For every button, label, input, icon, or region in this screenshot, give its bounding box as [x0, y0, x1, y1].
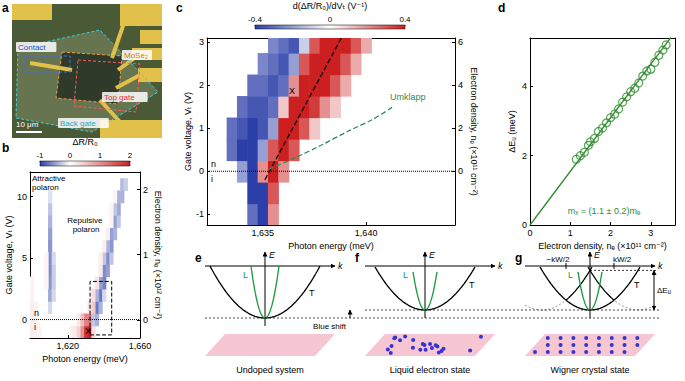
svg-text:Attractive polaron: Attractive polaron — [32, 174, 68, 192]
svg-text:1,640: 1,640 — [355, 228, 378, 238]
svg-text:ΔEᵤ (meV): ΔEᵤ (meV) — [507, 110, 517, 152]
svg-text:E: E — [594, 250, 601, 260]
svg-text:L: L — [568, 270, 573, 280]
svg-text:Repulsive polaron: Repulsive polaron — [67, 216, 104, 234]
svg-text:1: 1 — [143, 250, 148, 260]
svg-text:-1: -1 — [36, 151, 44, 160]
svg-text:g: g — [515, 251, 522, 265]
svg-text:Photon energy (meV): Photon energy (meV) — [288, 241, 374, 251]
svg-text:T: T — [469, 280, 475, 290]
svg-text:T: T — [634, 280, 640, 290]
svg-text:4: 4 — [458, 80, 463, 90]
svg-text:mₓ = (1.1 ± 0.2)mₑ: mₓ = (1.1 ± 0.2)mₑ — [568, 206, 641, 216]
svg-text:MoSe₂: MoSe₂ — [124, 51, 148, 60]
svg-text:Wigner crystal state: Wigner crystal state — [550, 365, 629, 375]
svg-text:L: L — [243, 270, 248, 280]
svg-text:0: 0 — [68, 151, 73, 160]
svg-text:E: E — [269, 250, 276, 260]
svg-text:10 μm: 10 μm — [16, 120, 39, 129]
svg-text:Top gate: Top gate — [104, 93, 135, 102]
svg-text:0: 0 — [199, 166, 204, 176]
svg-text:Undoped system: Undoped system — [236, 365, 304, 375]
svg-text:X: X — [289, 86, 295, 96]
svg-text:2: 2 — [608, 228, 613, 238]
svg-text:n: n — [211, 159, 216, 169]
svg-text:X: X — [85, 326, 91, 336]
svg-text:3: 3 — [648, 228, 653, 238]
svg-text:-1: -1 — [196, 209, 204, 219]
svg-text:Back gate: Back gate — [60, 119, 96, 128]
svg-text:ΔR/R₀: ΔR/R₀ — [72, 137, 98, 147]
svg-text:i: i — [211, 174, 213, 184]
svg-text:0: 0 — [143, 315, 148, 325]
svg-text:Photon energy (meV): Photon energy (meV) — [42, 354, 128, 364]
svg-text:0: 0 — [22, 315, 27, 325]
svg-text:Electron density, nₑ (×10¹¹ cm: Electron density, nₑ (×10¹¹ cm⁻²) — [538, 241, 667, 251]
svg-text:2: 2 — [143, 185, 148, 195]
svg-text:k: k — [658, 261, 663, 271]
svg-text:Contact: Contact — [18, 43, 46, 52]
svg-text:2: 2 — [199, 80, 204, 90]
svg-text:1,660: 1,660 — [129, 341, 152, 351]
svg-text:2: 2 — [458, 123, 463, 133]
svg-text:Electron density, nₑ (×10¹¹ cm: Electron density, nₑ (×10¹¹ cm⁻²) — [469, 67, 479, 196]
svg-text:a: a — [2, 1, 9, 15]
svg-text:0: 0 — [458, 166, 463, 176]
svg-text:−kW/2: −kW/2 — [547, 255, 570, 264]
svg-text:2: 2 — [522, 151, 527, 161]
svg-text:Blue shift: Blue shift — [313, 322, 347, 331]
svg-text:Electron density, nₑ (×10¹² cm: Electron density, nₑ (×10¹² cm⁻²) — [153, 191, 163, 320]
svg-text:d: d — [498, 1, 505, 15]
svg-text:1: 1 — [568, 228, 573, 238]
svg-text:T: T — [309, 288, 315, 298]
svg-text:E: E — [429, 250, 436, 260]
svg-text:Gate voltage, Vₜ (V): Gate voltage, Vₜ (V) — [183, 92, 193, 171]
svg-text:0: 0 — [328, 15, 333, 24]
svg-text:d(ΔR/R₀)/dVₜ (V⁻¹): d(ΔR/R₀)/dVₜ (V⁻¹) — [293, 1, 368, 11]
svg-text:c: c — [176, 1, 183, 15]
svg-text:e: e — [195, 251, 202, 265]
svg-text:n: n — [34, 308, 39, 318]
svg-text:k: k — [338, 261, 343, 271]
svg-text:b: b — [2, 141, 9, 155]
svg-text:i: i — [34, 322, 36, 332]
svg-text:1: 1 — [98, 151, 103, 160]
svg-text:-0.4: -0.4 — [248, 15, 262, 24]
svg-text:0: 0 — [527, 228, 532, 238]
svg-text:ΔEᵤ: ΔEᵤ — [657, 286, 671, 295]
svg-text:3: 3 — [199, 37, 204, 47]
svg-text:4: 4 — [522, 81, 527, 91]
svg-text:2: 2 — [128, 151, 133, 160]
svg-text:0.4: 0.4 — [399, 15, 411, 24]
svg-text:1: 1 — [199, 123, 204, 133]
svg-text:f: f — [355, 251, 360, 265]
svg-text:Gate voltage, Vₜ (V): Gate voltage, Vₜ (V) — [4, 215, 14, 294]
svg-text:k: k — [498, 261, 503, 271]
svg-text:0: 0 — [522, 220, 527, 230]
svg-text:10: 10 — [17, 192, 27, 202]
svg-text:1,620: 1,620 — [57, 341, 80, 351]
svg-text:6: 6 — [458, 37, 463, 47]
svg-text:1,635: 1,635 — [252, 228, 275, 238]
svg-text:5: 5 — [22, 253, 27, 263]
svg-text:Umklapp: Umklapp — [390, 92, 426, 102]
svg-text:L: L — [403, 270, 408, 280]
svg-text:kW/2: kW/2 — [613, 255, 632, 264]
svg-text:Liquid electron state: Liquid electron state — [390, 365, 471, 375]
